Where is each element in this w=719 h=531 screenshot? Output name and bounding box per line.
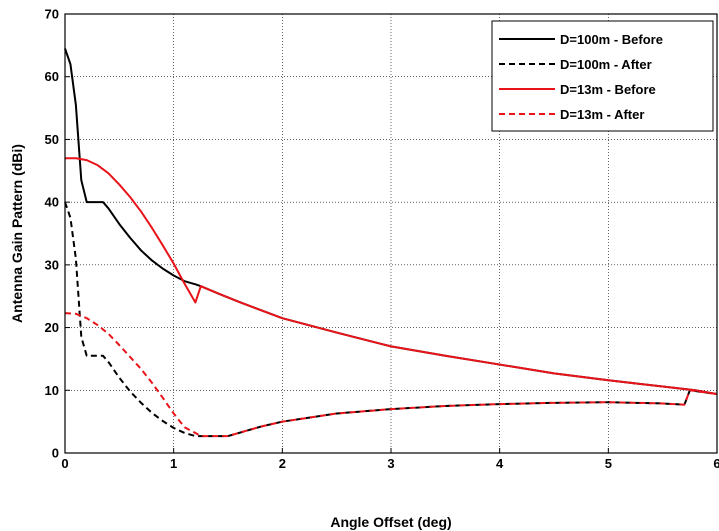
y-tick-label: 10 xyxy=(45,383,59,398)
y-tick-label: 20 xyxy=(45,320,59,335)
legend-label-1: D=100m - Before xyxy=(560,32,663,47)
x-tick-label: 1 xyxy=(170,456,177,471)
series-line-3 xyxy=(65,157,718,396)
y-tick-label: 0 xyxy=(52,446,59,461)
y-tick-label: 60 xyxy=(45,69,59,84)
y-tick-label: 30 xyxy=(45,257,59,272)
legend: D=100m - Before D=100m - After D=13m - Bef… xyxy=(491,20,714,132)
legend-label-2: D=100m - After xyxy=(560,57,652,72)
legend-label-3: D=13m - Before xyxy=(560,82,656,97)
x-tick-label: 0 xyxy=(61,456,68,471)
x-axis-label: Angle Offset (deg) xyxy=(330,514,451,530)
x-tick-label: 2 xyxy=(279,456,286,471)
y-tick-label: 50 xyxy=(45,132,59,147)
x-tick-label: 5 xyxy=(605,456,612,471)
series-line-4 xyxy=(64,312,718,438)
y-axis-label: Antenna Gain Pattern (dBi) xyxy=(9,144,25,323)
legend-label-4: D=13m - After xyxy=(560,107,644,122)
series-lines xyxy=(64,48,718,438)
y-tick-label: 70 xyxy=(45,7,59,22)
series-line-2 xyxy=(64,201,718,438)
x-tick-label: 6 xyxy=(713,456,719,471)
x-tick-label: 3 xyxy=(387,456,394,471)
y-tick-label: 40 xyxy=(45,195,59,210)
x-tick-label: 4 xyxy=(496,456,504,471)
